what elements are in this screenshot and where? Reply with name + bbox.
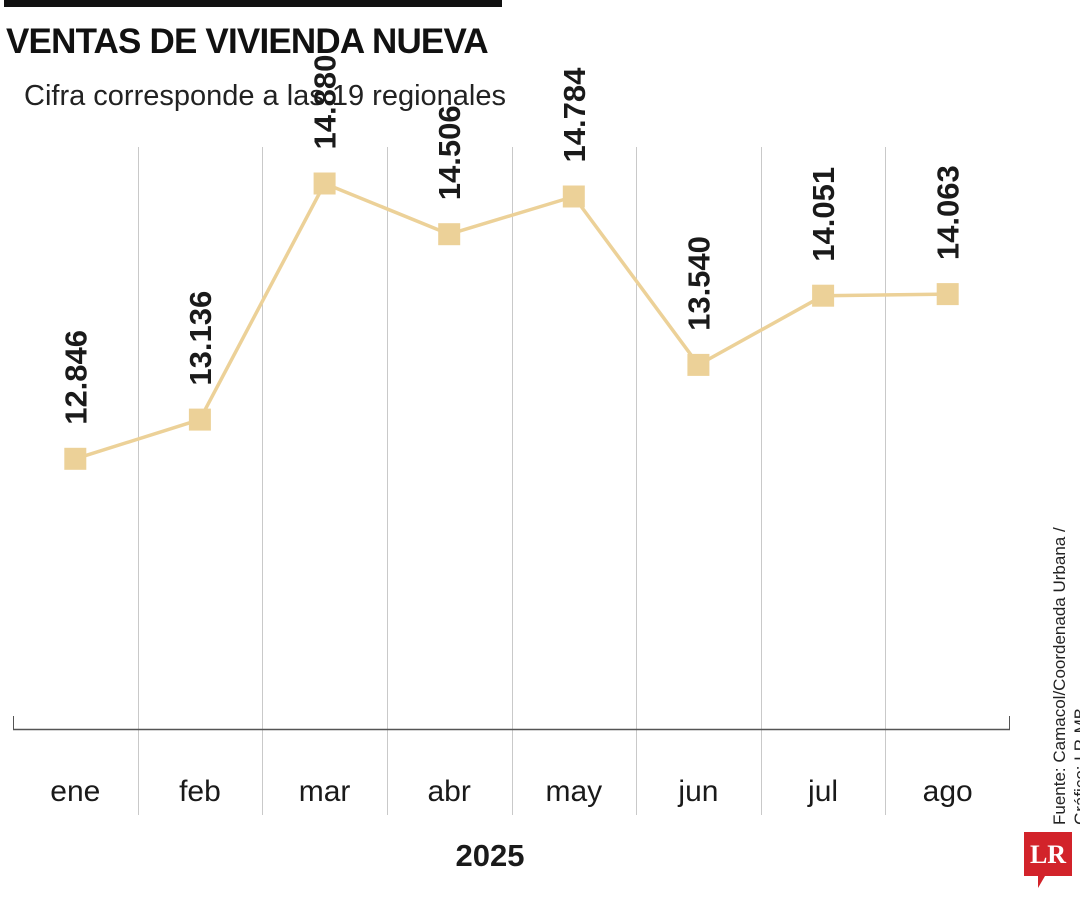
credit-line: Gráfico: LR-MB: [1071, 707, 1080, 825]
data-point-marker: [562, 185, 585, 208]
data-point-marker: [188, 408, 211, 431]
data-label: 14.506: [432, 105, 467, 200]
chart-subtitle: Cifra corresponde a las 19 regionales: [24, 80, 506, 112]
series-line: [74, 181, 948, 461]
x-tick-label: ene: [50, 775, 100, 808]
x-tick-label: mar: [299, 775, 351, 808]
x-tick-label: jul: [807, 775, 838, 808]
data-point-marker: [438, 223, 461, 246]
data-label: 14.063: [931, 165, 966, 260]
data-point-marker: [64, 447, 87, 470]
data-markers: [64, 172, 959, 470]
data-point-marker: [313, 172, 336, 195]
logo-text: LR: [1030, 840, 1066, 869]
data-label: 13.136: [183, 291, 218, 386]
data-point-marker: [936, 283, 959, 306]
x-tick-label: abr: [428, 775, 471, 808]
x-axis-title: 2025: [456, 838, 525, 873]
data-point-marker: [687, 353, 710, 376]
source-note: Fuente: Camacol/Coordenada Urbana / Gráf…: [1049, 527, 1080, 825]
title-rule: [4, 0, 502, 7]
grid-lines: [13, 147, 1010, 815]
x-tick-label: ago: [923, 775, 973, 808]
lr-logo: LR: [1024, 832, 1072, 890]
data-label: 13.540: [681, 236, 716, 331]
source-line: Fuente: Camacol/Coordenada Urbana /: [1050, 527, 1069, 825]
logo-badge: [1024, 832, 1072, 888]
data-point-marker: [812, 284, 835, 307]
x-axis-ticks: ene feb mar abr may jun jul ago: [50, 775, 972, 808]
data-label: 14.880: [308, 55, 343, 150]
data-label: 12.846: [58, 330, 93, 425]
data-labels: 12.846 13.136 14.880 14.506 14.784 13.540 14.0…: [58, 55, 965, 425]
data-label: 14.051: [806, 167, 841, 262]
x-tick-label: jun: [677, 775, 718, 808]
data-label: 14.784: [557, 67, 592, 163]
chart-title: VENTAS DE VIVIENDA NUEVA: [6, 22, 489, 61]
x-tick-label: feb: [179, 775, 221, 808]
x-tick-label: may: [545, 775, 602, 808]
